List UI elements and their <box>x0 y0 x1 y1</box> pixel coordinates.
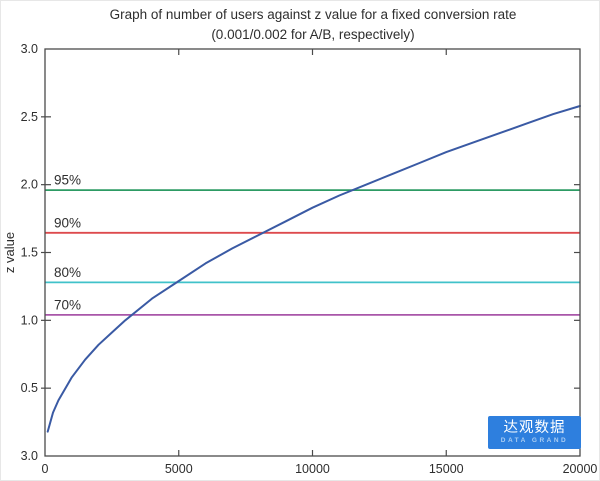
confidence-line-label: 70% <box>54 297 81 312</box>
confidence-line-label: 90% <box>54 215 81 230</box>
chart-title: Graph of number of users against z value… <box>109 7 517 22</box>
x-tick-label: 10000 <box>295 462 330 476</box>
y-tick-label: 0.5 <box>21 381 38 395</box>
confidence-line-label: 95% <box>54 173 81 188</box>
watermark-chinese-text: 达观数据 <box>503 419 566 436</box>
watermark-english-text: DATA GRAND <box>500 437 569 444</box>
chart-subtitle: (0.001/0.002 for A/B, respectively) <box>211 26 415 42</box>
y-tick-label: 2.0 <box>21 178 38 192</box>
y-tick-label: 2.5 <box>21 110 38 124</box>
x-tick-label: 0 <box>42 462 49 476</box>
z-value-curve <box>46 105 581 433</box>
y-tick-label: 3.0 <box>21 42 38 56</box>
x-tick-label: 20000 <box>563 462 598 476</box>
y-tick-label: 1.0 <box>21 313 38 327</box>
x-tick-label: 5000 <box>165 462 193 476</box>
confidence-line-label: 80% <box>54 265 81 280</box>
chart-title-block: Graph of number of users against z value… <box>45 5 581 44</box>
y-tick-label: 3.0 <box>21 449 38 463</box>
plot-border <box>44 48 581 457</box>
data-grand-watermark: 达观数据 DATA GRAND <box>488 416 581 449</box>
x-tick-label: 15000 <box>429 462 464 476</box>
y-tick-label: 1.5 <box>21 246 38 260</box>
y-axis-label: z value <box>2 232 17 273</box>
